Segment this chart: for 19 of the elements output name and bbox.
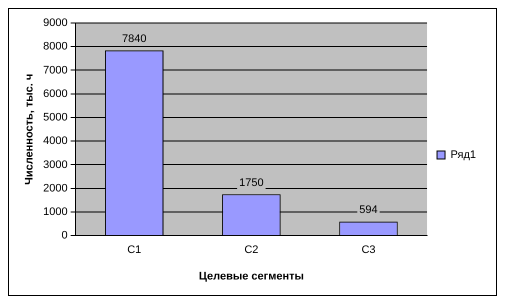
y-tick-label: 4000 (43, 135, 68, 148)
data-label: 7840 (122, 32, 146, 45)
x-axis-title: Целевые сегменты (198, 270, 304, 282)
y-tick-label: 7000 (43, 64, 68, 76)
x-tick-label: C1 (127, 244, 142, 256)
x-tick-label: C3 (361, 244, 376, 256)
y-tick-label: 2000 (43, 182, 68, 194)
y-tick-label: 1000 (43, 206, 68, 218)
y-axis-title: Численность, тыс. ч (24, 74, 36, 185)
y-tick-label: 0 (62, 230, 68, 242)
y-tick-label: 3000 (43, 158, 68, 171)
y-tick-label: 5000 (43, 112, 68, 124)
y-tick-label: 6000 (43, 88, 68, 100)
data-label: 594 (359, 204, 378, 216)
legend-label: Ряд1 (450, 149, 476, 162)
data-label: 1750 (239, 176, 264, 189)
x-tick-label: C2 (244, 244, 258, 256)
y-tick-label: 8000 (43, 40, 68, 53)
y-tick-label: 9000 (43, 17, 68, 30)
